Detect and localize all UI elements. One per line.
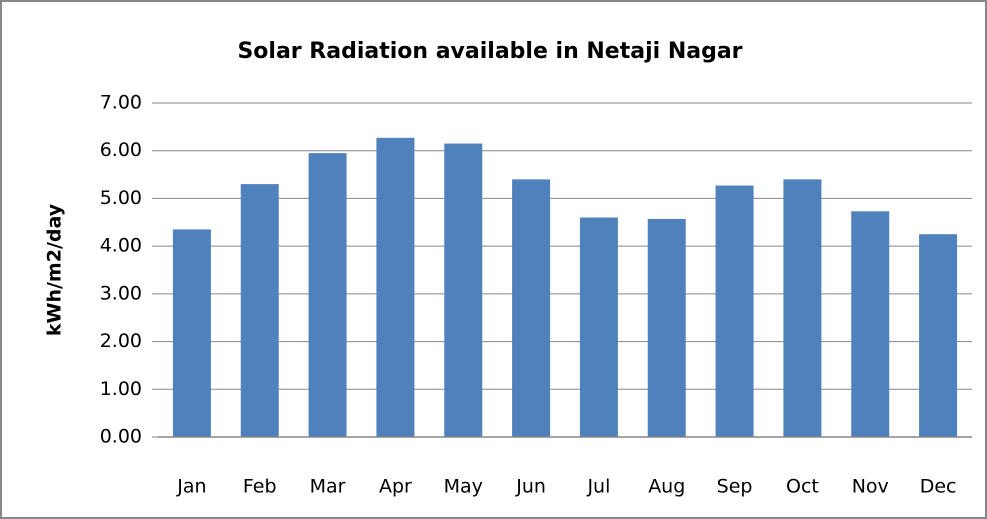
x-tick-label: Oct	[786, 476, 819, 498]
bar	[715, 185, 754, 437]
bar	[512, 179, 551, 438]
y-tick-label: 5.00	[100, 187, 142, 209]
y-tick-label: 4.00	[100, 235, 142, 257]
bar	[444, 143, 483, 438]
y-tick-label: 2.00	[100, 330, 142, 352]
x-tick-label: Feb	[243, 476, 277, 498]
x-tick-label: Apr	[379, 476, 412, 498]
bar	[376, 137, 415, 437]
x-tick-label: Sep	[717, 476, 753, 498]
x-tick-label: Aug	[648, 476, 685, 498]
x-tick-label: May	[444, 476, 483, 498]
bar	[172, 229, 211, 437]
x-tick-label: Jul	[586, 476, 610, 498]
bar	[783, 179, 822, 438]
x-tick-label: Jun	[515, 476, 546, 498]
chart-title: Solar Radiation available in Netaji Naga…	[237, 39, 742, 64]
y-tick-label: 7.00	[100, 92, 142, 114]
y-tick-label: 0.00	[100, 426, 142, 448]
bar	[647, 218, 686, 437]
bar	[851, 211, 890, 437]
bar	[579, 217, 618, 437]
y-tick-label: 1.00	[100, 378, 142, 400]
bar	[919, 234, 958, 437]
x-tick-label: Mar	[310, 476, 346, 498]
x-tick-label: Nov	[852, 476, 889, 498]
y-axis-label: kWh/m2/day	[44, 203, 66, 336]
x-tick-label: Jan	[176, 476, 206, 498]
x-tick-label: Dec	[920, 476, 957, 498]
y-tick-label: 3.00	[100, 282, 142, 304]
y-tick-label: 6.00	[100, 139, 142, 161]
bar	[308, 153, 347, 437]
bar	[240, 184, 279, 437]
